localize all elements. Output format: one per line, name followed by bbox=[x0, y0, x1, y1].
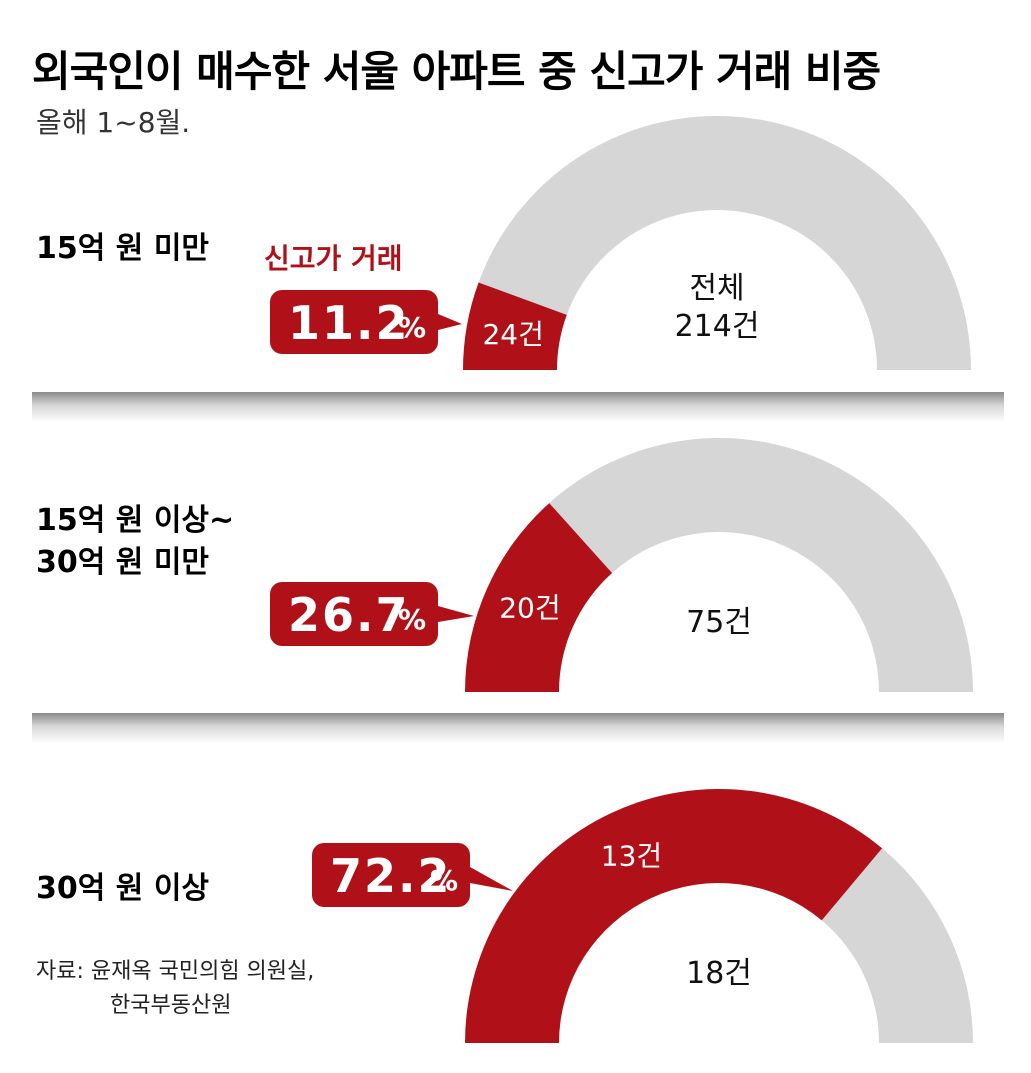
percent-value: 26.7 bbox=[288, 588, 410, 642]
gauge-rest-arc bbox=[821, 848, 973, 1043]
percent-value: 72.2 bbox=[330, 849, 452, 903]
chart-title: 외국인이 매수한 서울 아파트 중 신고가 거래 비중 bbox=[32, 47, 881, 96]
highlight-legend: 신고가 거래 bbox=[264, 242, 403, 275]
percent-callout bbox=[270, 582, 474, 646]
category-label: 15억 원 미만 bbox=[36, 231, 209, 266]
source-line-1: 자료: 윤재옥 국민의힘 의원실, bbox=[36, 959, 314, 984]
percent-callout bbox=[312, 843, 513, 907]
percent-callout bbox=[270, 290, 462, 354]
percent-value: 11.2 bbox=[288, 296, 410, 350]
total-legend: 전체 bbox=[689, 271, 744, 306]
gauge-3: 30억 원 이상 13건 18건 72.2% bbox=[36, 789, 973, 1043]
gauge-highlight-arc bbox=[465, 789, 883, 1043]
highlight-count: 24건 bbox=[482, 318, 543, 351]
highlight-count: 13건 bbox=[601, 839, 662, 872]
chart-subtitle: 올해 1~8월. bbox=[36, 106, 190, 139]
percent-unit: % bbox=[398, 311, 426, 344]
gauge-highlight-arc bbox=[465, 503, 613, 692]
source-line-2: 한국부동산원 bbox=[110, 993, 231, 1018]
percent-unit: % bbox=[430, 864, 458, 897]
total-count: 18건 bbox=[686, 956, 752, 991]
total-count: 75건 bbox=[686, 605, 752, 640]
category-label: 30억 원 미만 bbox=[36, 545, 209, 580]
percent-unit: % bbox=[398, 603, 426, 636]
highlight-count: 20건 bbox=[499, 592, 560, 625]
category-label: 30억 원 이상 bbox=[36, 871, 209, 906]
gauge-rest-arc bbox=[478, 115, 971, 371]
gauge-rest-arc bbox=[549, 437, 973, 692]
separator-2 bbox=[32, 713, 1004, 743]
category-label: 15억 원 이상~ bbox=[36, 503, 234, 538]
gauge-highlight-arc bbox=[463, 282, 567, 370]
separator-1 bbox=[32, 392, 1004, 422]
total-count: 214건 bbox=[675, 309, 760, 344]
gauge-2: 15억 원 이상~ 30억 원 미만 20건 75건 26.7% bbox=[36, 437, 973, 692]
